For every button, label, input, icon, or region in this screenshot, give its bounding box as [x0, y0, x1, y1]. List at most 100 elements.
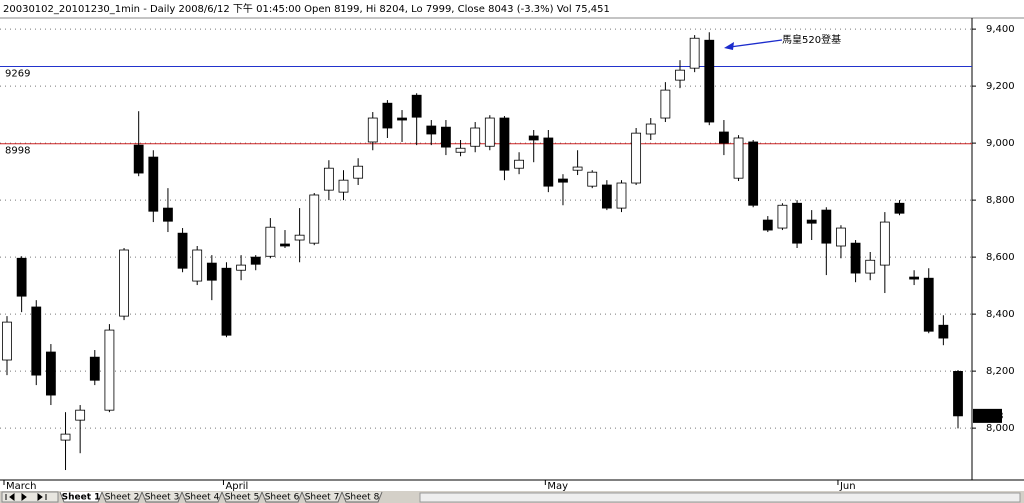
candle-body	[821, 209, 832, 244]
candle-body	[777, 204, 788, 229]
candle-body	[382, 102, 393, 129]
candle-body	[836, 227, 846, 247]
y-tick-label: 8,400	[986, 309, 1015, 320]
candle-body	[221, 267, 232, 336]
candle-body	[455, 147, 466, 153]
sheet-tab-label[interactable]: Sheet 2	[105, 493, 140, 503]
y-tick-label: 8,800	[986, 195, 1015, 206]
tab-nav-buttons[interactable]	[1, 491, 59, 503]
sheet-tab[interactable]	[181, 491, 223, 503]
x-tick-label: April	[225, 481, 248, 492]
candle-body	[280, 243, 290, 247]
candle-body	[514, 159, 524, 169]
sheet-tab-label[interactable]: Sheet 4	[185, 493, 220, 503]
x-tick-label: Jun	[839, 481, 856, 492]
candle-body	[367, 117, 378, 143]
candle-body	[441, 126, 451, 148]
candle-body	[89, 356, 100, 381]
candle-body	[719, 131, 729, 144]
reference-label: 8998	[5, 146, 30, 157]
sheet-tab-label[interactable]: Sheet 7	[305, 493, 340, 503]
y-tick-label: 9,400	[986, 24, 1015, 35]
sheet-tab-label[interactable]: Sheet 6	[265, 493, 300, 503]
candle-body	[236, 264, 246, 271]
candle-body	[631, 132, 642, 184]
candle-body	[45, 351, 56, 396]
candle-body	[484, 117, 495, 147]
sheet-tab[interactable]	[341, 491, 383, 503]
candle-body	[572, 166, 583, 171]
candle-body	[543, 137, 554, 187]
candle-body	[2, 321, 12, 361]
candle-body	[206, 262, 217, 281]
sheet-tab-label[interactable]: Sheet 5	[225, 493, 260, 503]
candle-body	[792, 202, 802, 244]
sheet-tab[interactable]	[261, 491, 303, 503]
candle-body	[16, 257, 27, 297]
candle-body	[806, 219, 817, 224]
last-price-box	[973, 408, 1002, 423]
candle-body	[177, 232, 188, 269]
candle-body	[865, 259, 876, 274]
y-tick-label: 8,600	[986, 252, 1015, 263]
sheet-tab[interactable]	[101, 491, 143, 503]
candle-body	[762, 219, 773, 231]
candle-body	[894, 202, 905, 214]
candle-body	[323, 167, 334, 191]
annotation-arrow	[729, 39, 783, 48]
candle-body	[353, 165, 364, 179]
candle-body	[119, 249, 129, 317]
sheet-tab[interactable]	[59, 491, 103, 503]
candle-body	[133, 144, 144, 174]
candle-body	[426, 125, 437, 135]
sheet-tab[interactable]	[221, 491, 263, 503]
y-tick-label: 8,200	[986, 366, 1015, 377]
candle-body	[689, 37, 700, 69]
candle-body	[265, 226, 276, 257]
candle-body	[309, 194, 320, 244]
candle-body	[587, 171, 598, 187]
candle-body	[748, 141, 759, 206]
candle-body	[938, 324, 949, 339]
sheet-tab-label[interactable]: Sheet 1	[62, 493, 101, 503]
candle-body	[397, 117, 407, 121]
sheet-tab-label[interactable]: Sheet 8	[345, 493, 380, 503]
sheet-tab-label[interactable]: Sheet 3	[145, 493, 180, 503]
candle-body	[909, 276, 920, 280]
candle-body	[953, 371, 963, 417]
candle-body	[60, 433, 71, 441]
candle-body	[163, 207, 173, 222]
candle-body	[601, 184, 612, 209]
candle-body	[499, 117, 510, 171]
annotation-arrowhead	[724, 42, 734, 50]
candle-body	[148, 156, 159, 212]
scrollbar[interactable]	[419, 492, 1021, 503]
sheet-tab[interactable]	[301, 491, 343, 503]
annotation: 馬皇520登基	[782, 33, 841, 46]
candle-body	[104, 329, 115, 411]
candle-body	[733, 137, 744, 179]
candle-body	[879, 221, 890, 266]
y-tick-label: 8,000	[986, 423, 1015, 434]
candle-body	[616, 182, 627, 209]
tab-nav[interactable]	[1, 491, 59, 503]
tabs: Sheet 1 Sheet 2 Sheet 3 Sheet 4 Sheet 5 Sheet…	[59, 491, 383, 503]
chart-title: 20030102_20101230_1min - Daily 2008/6/12…	[3, 2, 610, 15]
candle-body	[660, 89, 671, 119]
candle-body	[31, 306, 42, 376]
candle-body	[294, 234, 305, 241]
sheet-tab[interactable]	[141, 491, 183, 503]
candle-body	[558, 178, 568, 183]
y-tick-label: 9,000	[986, 138, 1015, 149]
candle-body	[75, 409, 86, 421]
candle-body	[704, 39, 715, 123]
candle-body	[923, 277, 934, 332]
candle-body	[645, 123, 656, 135]
candle-body	[528, 135, 539, 141]
x-tick-label: March	[6, 481, 36, 492]
tab-nav-arrows	[5, 493, 47, 501]
candle-body	[192, 249, 203, 282]
